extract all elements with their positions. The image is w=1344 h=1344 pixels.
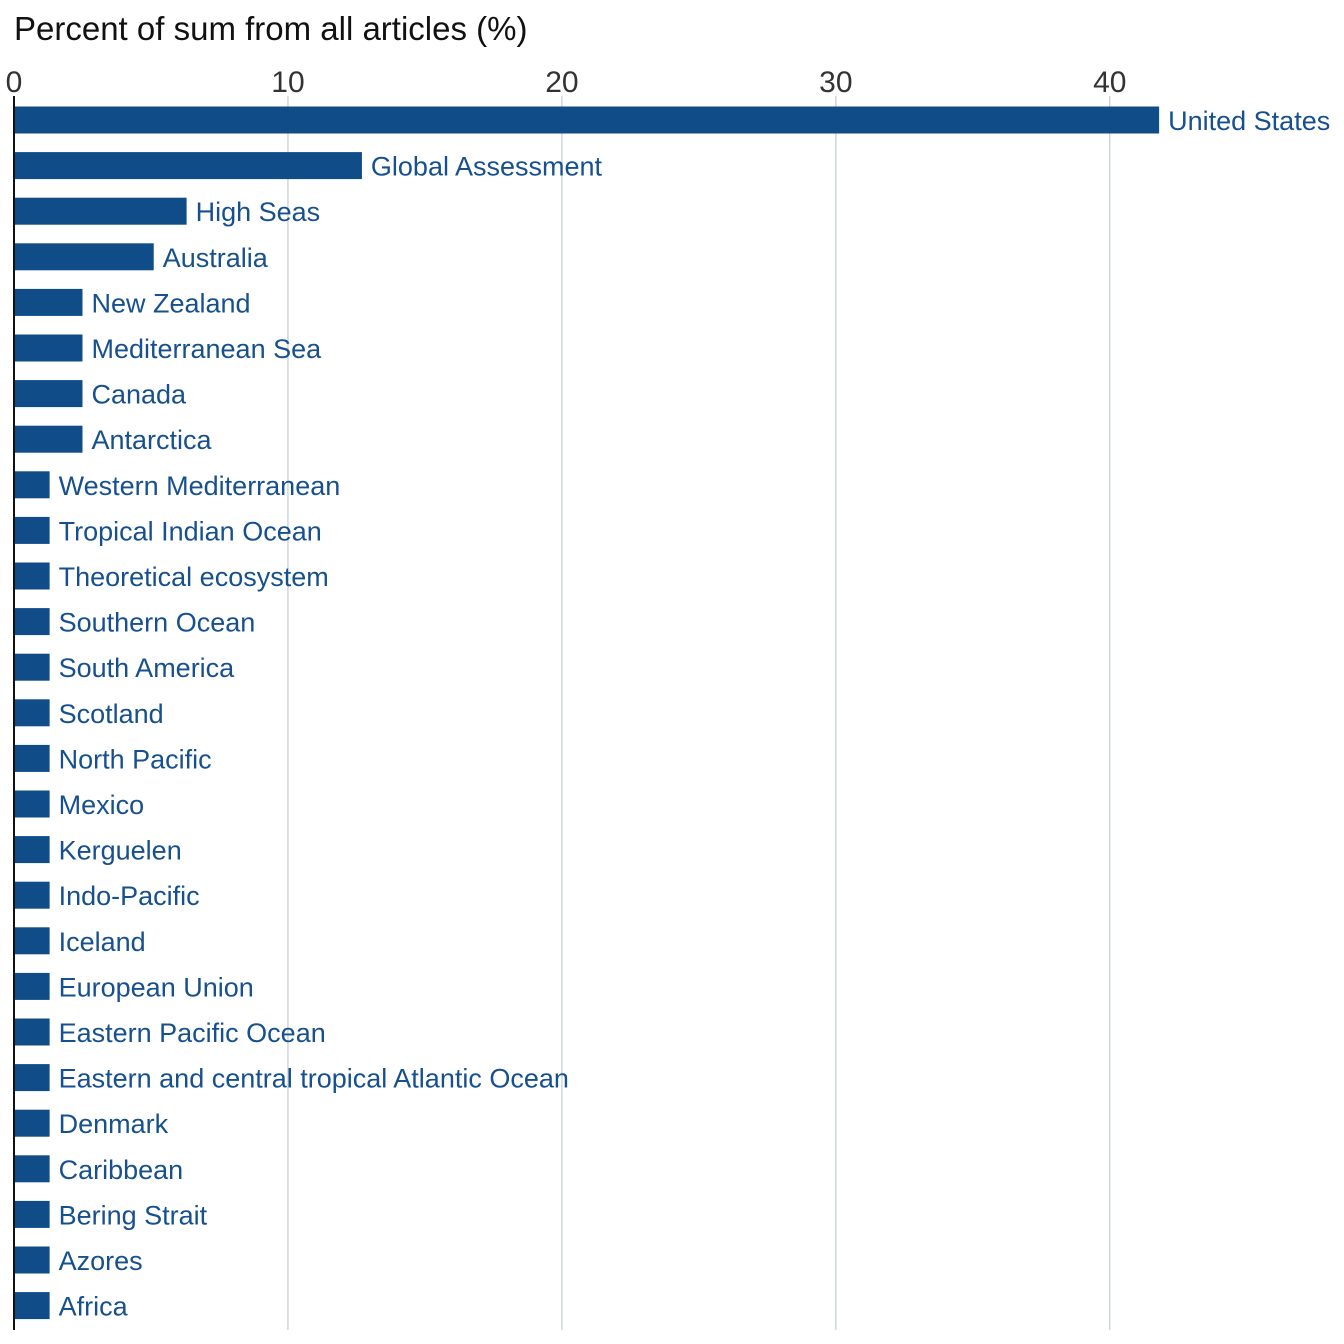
bar-label-bering-strait: Bering Strait	[59, 1200, 208, 1230]
bar-label-antarctica: Antarctica	[91, 425, 212, 455]
bar-label-south-america: South America	[59, 653, 236, 683]
bar-label-new-zealand: New Zealand	[91, 288, 250, 318]
bar-north-pacific	[14, 744, 50, 772]
x-tick-label-30: 30	[819, 66, 852, 99]
bar-label-canada: Canada	[91, 380, 187, 410]
bar-denmark	[14, 1109, 50, 1137]
bar-new-zealand	[14, 288, 83, 316]
bar-southern-ocean	[14, 608, 50, 636]
bar-eastern-and-central-tropical-atlantic-ocean	[14, 1064, 50, 1092]
x-tick-label-40: 40	[1093, 66, 1126, 99]
bar-bering-strait	[14, 1200, 50, 1228]
x-tick-label-20: 20	[545, 66, 578, 99]
bar-european-union	[14, 972, 50, 1000]
bar-label-united-states: United States	[1168, 106, 1330, 136]
bar-label-north-pacific: North Pacific	[59, 744, 212, 774]
bar-antarctica	[14, 425, 83, 453]
bar-caribbean	[14, 1155, 50, 1183]
x-tick-label-0: 0	[6, 66, 23, 99]
bar-australia	[14, 243, 154, 271]
bar-label-southern-ocean: Southern Ocean	[59, 608, 256, 638]
bar-label-iceland: Iceland	[59, 927, 146, 957]
gridlines	[287, 96, 1111, 1330]
x-tick-label-10: 10	[271, 66, 304, 99]
bar-label-tropical-indian-ocean: Tropical Indian Ocean	[59, 516, 322, 546]
bar-label-scotland: Scotland	[59, 699, 164, 729]
bar-label-caribbean: Caribbean	[59, 1155, 184, 1185]
bar-indo-pacific	[14, 881, 50, 909]
bar-label-denmark: Denmark	[59, 1109, 169, 1139]
bar-label-eastern-and-central-tropical-atlantic-ocean: Eastern and central tropical Atlantic Oc…	[59, 1064, 569, 1094]
bar-global-assessment	[14, 152, 362, 180]
bar-label-mediterranean-sea: Mediterranean Sea	[91, 334, 322, 364]
bar-canada	[14, 380, 83, 408]
bar-label-indo-pacific: Indo-Pacific	[59, 881, 200, 911]
bar-label-eastern-pacific-ocean: Eastern Pacific Ocean	[59, 1018, 326, 1048]
bar-south-america	[14, 653, 50, 681]
bar-theoretical-ecosystem	[14, 562, 50, 590]
bar-eastern-pacific-ocean	[14, 1018, 50, 1046]
bar-label-high-seas: High Seas	[196, 197, 321, 227]
bar-high-seas	[14, 197, 187, 225]
bar-azores	[14, 1246, 50, 1274]
bar-united-states	[14, 106, 1160, 134]
bar-label-africa: Africa	[59, 1292, 129, 1322]
bar-iceland	[14, 927, 50, 955]
chart-title: Percent of sum from all articles (%)	[14, 10, 528, 47]
bar-label-australia: Australia	[163, 243, 269, 273]
bar-mexico	[14, 790, 50, 818]
bar-western-mediterranean	[14, 471, 50, 499]
bar-label-theoretical-ecosystem: Theoretical ecosystem	[59, 562, 329, 592]
bar-mediterranean-sea	[14, 334, 83, 362]
bar-kerguelen	[14, 836, 50, 864]
bar-label-global-assessment: Global Assessment	[371, 152, 603, 182]
bar-africa	[14, 1292, 50, 1320]
bar-label-azores: Azores	[59, 1246, 143, 1276]
bar-label-mexico: Mexico	[59, 790, 145, 820]
bars	[14, 106, 1160, 1320]
bar-label-european-union: European Union	[59, 972, 254, 1002]
bar-labels: United States Global Assessment High Seas A…	[59, 106, 1331, 1322]
bar-label-western-mediterranean: Western Mediterranean	[59, 471, 341, 501]
bar-label-kerguelen: Kerguelen	[59, 836, 182, 866]
bar-scotland	[14, 699, 50, 727]
x-axis: 0 10 20 30 40	[6, 66, 1127, 1330]
bar-tropical-indian-ocean	[14, 516, 50, 544]
